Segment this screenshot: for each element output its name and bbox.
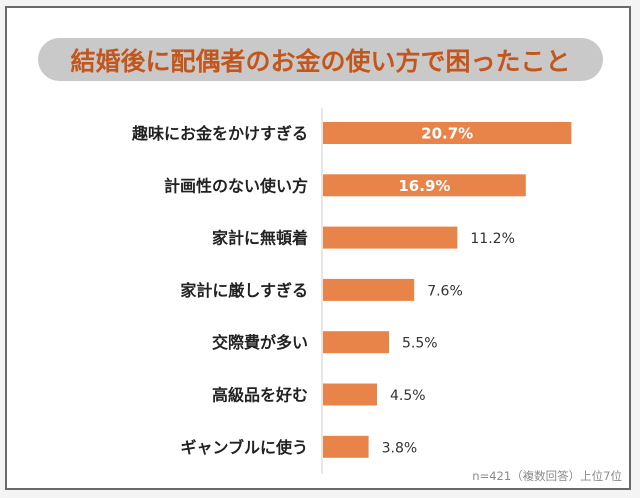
data-label: 3.8% — [382, 440, 418, 456]
category-label: 高級品を好む — [212, 386, 308, 405]
chart-title: 結婚後に配偶者のお金の使い方で困ったこと — [38, 38, 603, 81]
bar — [323, 122, 572, 144]
bar — [323, 383, 377, 406]
data-label: 5.5% — [402, 336, 438, 352]
data-label: 20.7% — [421, 125, 473, 143]
data-label: 4.5% — [390, 388, 426, 404]
data-label: 16.9% — [398, 177, 450, 195]
sample-note: n=421（複数回答）上位7位 — [472, 469, 622, 483]
category-label: 家計に厳しすぎる — [180, 281, 308, 300]
category-label: 家計に無頓着 — [212, 229, 308, 248]
bar — [323, 226, 458, 249]
data-label: 7.6% — [427, 283, 463, 299]
bar — [323, 174, 526, 197]
data-label: 11.2% — [470, 231, 514, 247]
category-label: 交際費が多い — [212, 333, 308, 352]
category-label: ギャンブルに使う — [180, 438, 308, 457]
bar — [323, 331, 389, 354]
bar — [323, 278, 415, 301]
chart-frame — [5, 6, 631, 490]
category-label: 計画性のない使い方 — [164, 176, 308, 195]
category-label: 趣味にお金をかけすぎる — [131, 124, 308, 143]
bar — [323, 435, 369, 458]
